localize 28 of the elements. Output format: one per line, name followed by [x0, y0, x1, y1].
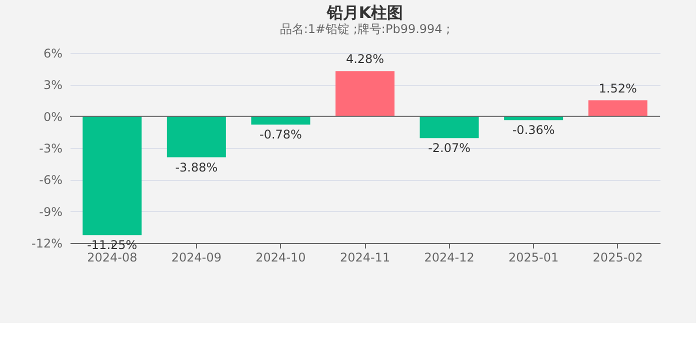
data-label: -3.88% — [175, 160, 218, 174]
data-label: 1.52% — [598, 81, 637, 96]
data-label: -0.36% — [512, 123, 555, 138]
bar — [420, 116, 479, 138]
bar — [82, 116, 142, 236]
data-label: -2.07% — [428, 141, 471, 156]
bar — [336, 71, 394, 116]
bar — [166, 116, 226, 158]
x-tick-label: 2025-01 — [508, 250, 559, 264]
y-tick-label: -3% — [39, 142, 62, 156]
bar — [251, 116, 310, 125]
x-tick-label: 2024-12 — [424, 250, 474, 264]
x-tick-label: 2024-10 — [256, 250, 306, 264]
y-tick-label: 0% — [43, 110, 62, 124]
x-tick-label: 2024-08 — [87, 250, 138, 264]
y-tick-label: 6% — [43, 46, 62, 60]
x-tick-label: 2024-09 — [171, 250, 222, 264]
bar — [588, 100, 648, 116]
x-tick-label: 2024-11 — [340, 250, 390, 264]
data-label: -0.78% — [259, 128, 302, 142]
y-tick-label: -12% — [31, 236, 62, 250]
y-tick-label: 3% — [43, 78, 62, 92]
chart-subtitle: 品名:1#铅锭 ;牌号:Pb99.994 ; — [280, 22, 450, 36]
y-tick-label: -9% — [39, 204, 62, 219]
y-tick-label: -6% — [39, 173, 62, 188]
chart-title: 铅月K柱图 — [326, 3, 404, 22]
data-label: 4.28% — [346, 52, 384, 66]
x-tick-label: 2025-02 — [592, 250, 643, 264]
